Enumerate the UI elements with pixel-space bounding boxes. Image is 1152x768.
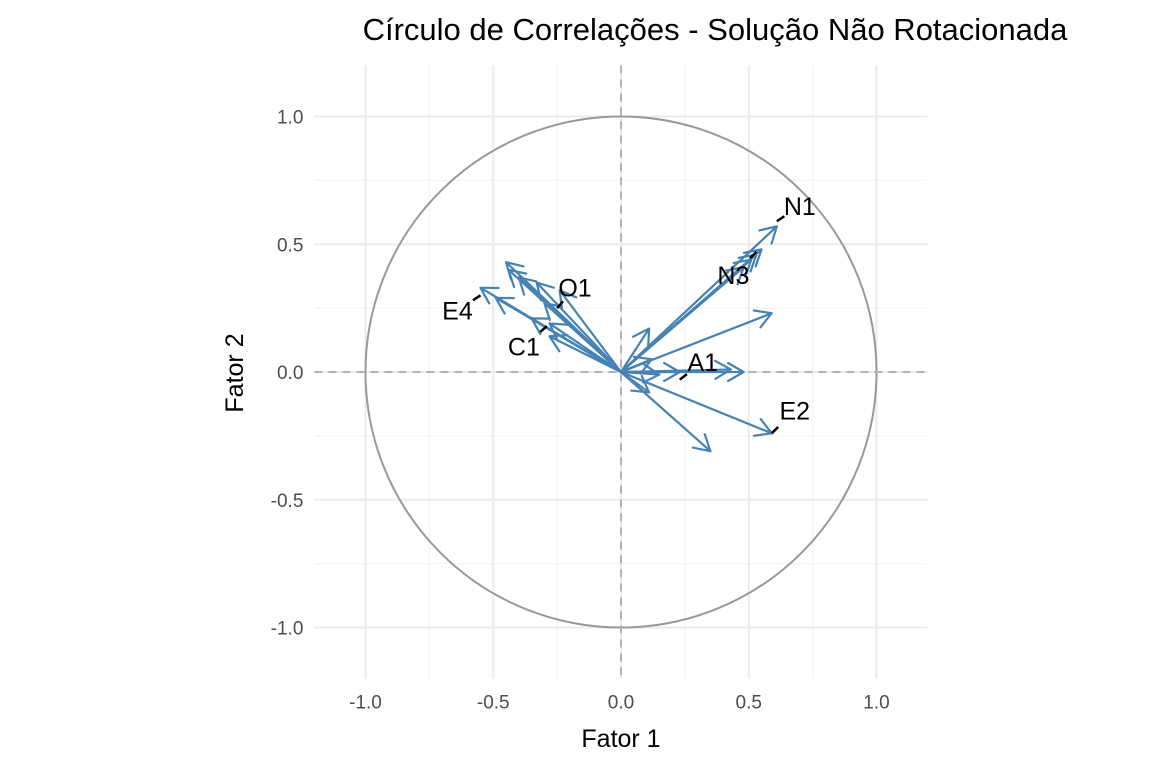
x-tick-label: -0.5 (477, 693, 510, 714)
label-leader (770, 426, 779, 435)
variable-label: A1 (687, 349, 718, 377)
variable-label: N3 (717, 262, 749, 290)
y-tick-label: 0.0 (277, 363, 303, 384)
label-leader (556, 300, 564, 309)
x-tick-label: -1.0 (349, 693, 382, 714)
y-tick-label: -1.0 (271, 619, 304, 640)
label-leader (749, 251, 758, 260)
x-tick-label: 0.5 (736, 693, 762, 714)
variable-label: O1 (558, 275, 591, 303)
label-leader (539, 325, 548, 333)
plot-area: -1.0 -0.5 0.0 0.5 1.0 -1.0 -0.5 0.0 0.5 1.0 N1 N3 O1… (271, 65, 928, 714)
variable-label: E4 (442, 298, 473, 326)
loading-arrow (619, 266, 745, 374)
x-tick-label: 1.0 (863, 693, 889, 714)
chart-title: Círculo de Correlações - Solução Não Rot… (363, 12, 1069, 47)
y-tick-label: 1.0 (277, 108, 303, 129)
variable-label: N1 (784, 193, 816, 221)
loading-arrow (619, 327, 651, 374)
x-tick-label: 0.0 (608, 693, 634, 714)
x-axis-label: Fator 1 (581, 725, 660, 753)
loading-arrow (619, 355, 653, 375)
loading-arrow (543, 301, 623, 374)
label-leader (776, 215, 786, 223)
y-tick-label: -0.5 (271, 491, 304, 512)
y-axis-label: Fator 2 (221, 333, 249, 412)
variable-label: E2 (779, 397, 810, 425)
loading-arrow (548, 334, 623, 374)
y-tick-label: 0.5 (277, 235, 303, 256)
label-leader (472, 294, 482, 302)
label-leader (678, 373, 688, 381)
loading-arrow (548, 322, 623, 374)
loading-arrow (619, 370, 712, 453)
variable-label: C1 (508, 333, 540, 361)
loading-arrow (535, 281, 623, 374)
